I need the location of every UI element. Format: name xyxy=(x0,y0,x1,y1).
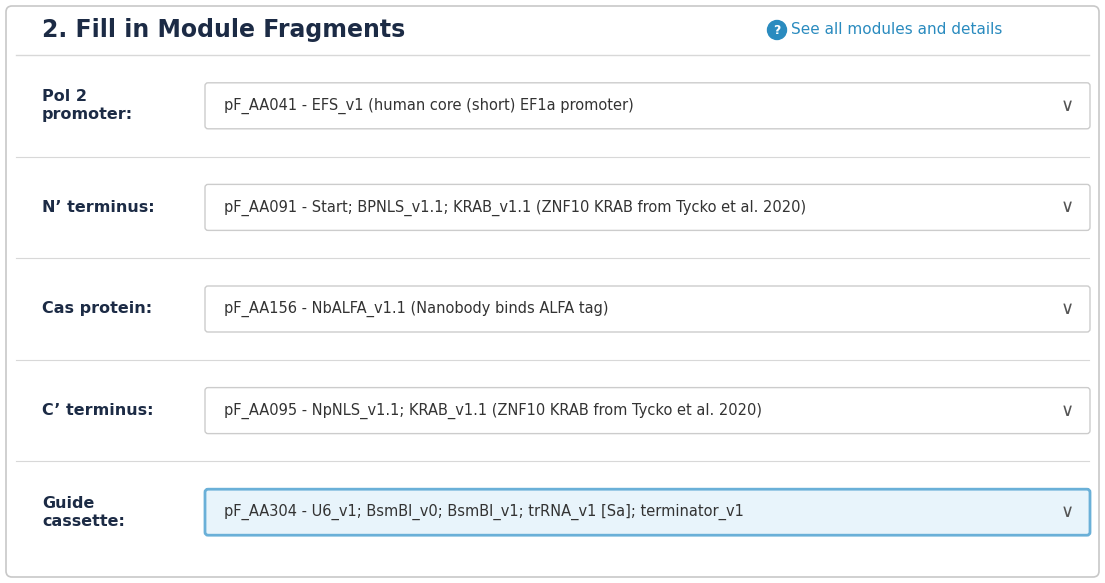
Text: pF_AA041 - EFS_v1 (human core (short) EF1a promoter): pF_AA041 - EFS_v1 (human core (short) EF… xyxy=(224,98,634,114)
Text: ∨: ∨ xyxy=(1061,300,1074,318)
Text: ∨: ∨ xyxy=(1061,402,1074,420)
Text: promoter:: promoter: xyxy=(42,107,133,122)
Text: ∨: ∨ xyxy=(1061,97,1074,115)
Text: pF_AA156 - NbALFA_v1.1 (Nanobody binds ALFA tag): pF_AA156 - NbALFA_v1.1 (Nanobody binds A… xyxy=(224,301,609,317)
Text: Pol 2: Pol 2 xyxy=(42,89,87,104)
Text: pF_AA091 - Start; BPNLS_v1.1; KRAB_v1.1 (ZNF10 KRAB from Tycko et al. 2020): pF_AA091 - Start; BPNLS_v1.1; KRAB_v1.1 … xyxy=(224,199,807,216)
Text: 2. Fill in Module Fragments: 2. Fill in Module Fragments xyxy=(42,18,406,42)
FancyBboxPatch shape xyxy=(206,489,1090,535)
Text: cassette:: cassette: xyxy=(42,514,125,529)
Text: N’ terminus:: N’ terminus: xyxy=(42,200,155,215)
Text: ?: ? xyxy=(774,23,781,37)
Text: See all modules and details: See all modules and details xyxy=(791,23,1002,37)
FancyBboxPatch shape xyxy=(206,83,1090,129)
Text: Guide: Guide xyxy=(42,496,94,511)
Text: C’ terminus:: C’ terminus: xyxy=(42,403,154,418)
Text: pF_AA304 - U6_v1; BsmBI_v0; BsmBI_v1; trRNA_v1 [Sa]; terminator_v1: pF_AA304 - U6_v1; BsmBI_v0; BsmBI_v1; tr… xyxy=(224,504,744,520)
FancyBboxPatch shape xyxy=(206,286,1090,332)
Text: pF_AA095 - NpNLS_v1.1; KRAB_v1.1 (ZNF10 KRAB from Tycko et al. 2020): pF_AA095 - NpNLS_v1.1; KRAB_v1.1 (ZNF10 … xyxy=(224,402,762,419)
FancyBboxPatch shape xyxy=(6,6,1099,577)
Text: ∨: ∨ xyxy=(1061,198,1074,216)
Text: Cas protein:: Cas protein: xyxy=(42,301,152,317)
Circle shape xyxy=(768,20,787,40)
FancyBboxPatch shape xyxy=(206,184,1090,230)
Text: ∨: ∨ xyxy=(1061,503,1074,521)
FancyBboxPatch shape xyxy=(206,388,1090,434)
